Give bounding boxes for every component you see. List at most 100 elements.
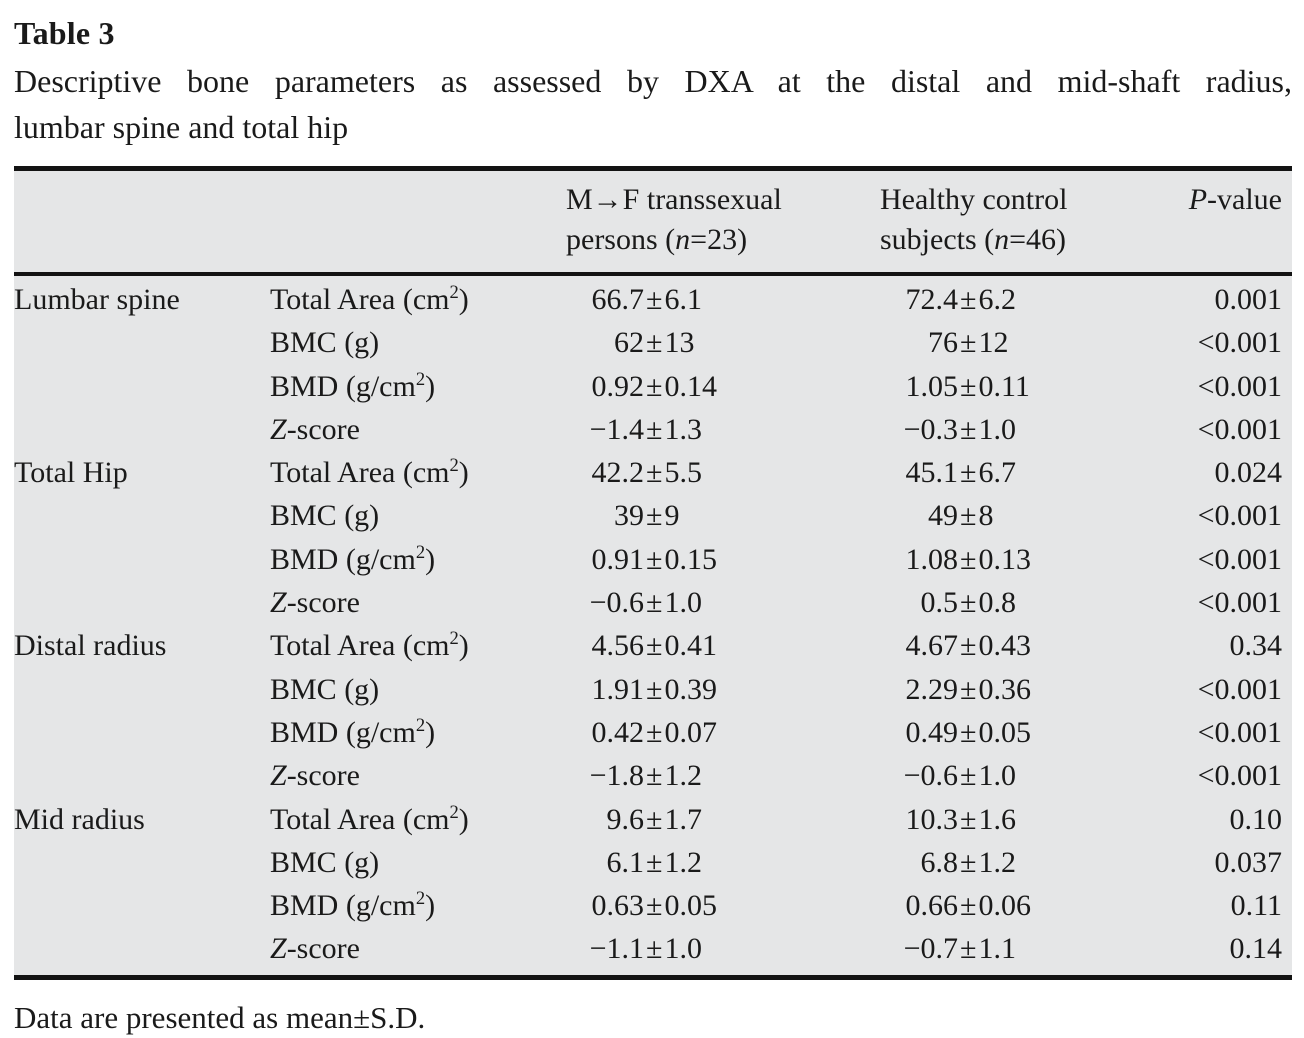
col-header-pvalue: P-value (1188, 183, 1282, 216)
col-header-control-line2: subjects (n=46) (880, 223, 1067, 256)
col-header-transsexual-group: M→F transsexual persons (n=23) (566, 180, 880, 260)
control-value-cell: 6.8 ±1.2 (920, 845, 1016, 879)
transsexual-value-cell: −1.8 ±1.2 (589, 759, 702, 793)
pvalue-cell: <0.001 (1197, 412, 1282, 446)
row-parameter-label: BMC (g) (270, 845, 380, 879)
pvalue-cell: <0.001 (1197, 586, 1282, 620)
table-row: Total Hip Total Area (cm2) 42.2 ±5.5 45.1 ±6.… (14, 451, 1292, 494)
row-parameter-label: Total Area (cm2) (270, 628, 469, 663)
transsexual-value-cell: −0.6 ±1.0 (589, 586, 702, 620)
pvalue-cell: <0.001 (1197, 326, 1282, 360)
row-region-label (14, 841, 270, 884)
row-parameter-label: Z-score (270, 412, 360, 446)
control-value-cell: 45.1 ±6.7 (905, 456, 1016, 490)
transsexual-value-cell: 4.56 ±0.41 (591, 629, 717, 663)
col-header-region-spacer (14, 180, 270, 260)
col-header-control-group: Healthy control subjects (n=46) (880, 180, 1173, 260)
transsexual-value-cell: 0.42 ±0.07 (591, 715, 717, 749)
control-value-cell: 2.29 ±0.36 (905, 672, 1031, 706)
pvalue-cell: 0.34 (1229, 629, 1283, 663)
table-row: Lumbar spine Total Area (cm2) 66.7 ±6.1 72.4… (14, 278, 1292, 321)
caption-line-1: Descriptive bone parameters as assessed … (14, 63, 1292, 99)
transsexual-value-cell: 9.6 ±1.7 (606, 802, 702, 836)
row-parameter-label: BMD (g/cm2) (270, 888, 436, 923)
transsexual-value-cell: −1.1 ±1.0 (589, 932, 702, 966)
row-region-label (14, 538, 270, 581)
control-value-cell: 0.5 ±0.8 (920, 586, 1016, 620)
table-footnote: Data are presented as mean±S.D. (14, 999, 426, 1035)
control-value-cell: 10.3 ±1.6 (905, 802, 1016, 836)
control-value-cell: 4.67 ±0.43 (905, 629, 1031, 663)
transsexual-value-cell: 66.7 ±6.1 (591, 283, 702, 316)
row-region-label (14, 668, 270, 711)
row-region-label (14, 321, 270, 364)
control-value-cell: 0.66 ±0.06 (905, 889, 1031, 923)
row-parameter-label: Total Area (cm2) (270, 801, 469, 836)
pvalue-cell: 0.14 (1229, 932, 1283, 966)
row-region-label (14, 494, 270, 537)
table-body: Lumbar spine Total Area (cm2) 66.7 ±6.1 72.4… (14, 276, 1292, 975)
row-region-label (14, 927, 270, 970)
table-caption: Descriptive bone parameters as assessed … (14, 58, 1292, 150)
table-row: BMC (g) 62 ±13 76 ±12 <0.001 (14, 321, 1292, 364)
table-row: BMD (g/cm2) 0.42 ±0.07 0.49 ±0.05 <0.001 (14, 711, 1292, 754)
table-row: Z-score −0.6 ±1.0 0.5 ±0.8 <0.001 (14, 581, 1292, 624)
pvalue-cell: 0.11 (1230, 889, 1282, 923)
col-header-transsexual-line1: M→F transsexual (566, 183, 782, 216)
transsexual-value-cell: 6.1 ±1.2 (606, 845, 702, 879)
transsexual-value-cell: 62 ±13 (614, 326, 695, 360)
table-row: BMC (g) 6.1 ±1.2 6.8 ±1.2 0.037 (14, 841, 1292, 884)
row-parameter-label: BMD (g/cm2) (270, 714, 436, 749)
pvalue-cell: <0.001 (1197, 672, 1282, 706)
control-value-cell: −0.6 ±1.0 (903, 759, 1016, 793)
table-row: Distal radius Total Area (cm2) 4.56 ±0.41 4.… (14, 624, 1292, 667)
pvalue-cell: <0.001 (1197, 369, 1282, 403)
pvalue-cell: <0.001 (1197, 499, 1282, 533)
control-value-cell: 49 ±8 (928, 499, 994, 533)
dxa-table: M→F transsexual persons (n=23) Healthy c… (14, 166, 1292, 980)
transsexual-value-cell: 42.2 ±5.5 (591, 456, 702, 490)
col-header-transsexual-line2: persons (n=23) (566, 223, 748, 256)
col-header-control-line1: Healthy control (880, 183, 1068, 216)
control-value-cell: 76 ±12 (928, 326, 1009, 360)
transsexual-value-cell: 0.63 ±0.05 (591, 889, 717, 923)
transsexual-value-cell: 1.91 ±0.39 (591, 672, 717, 706)
control-value-cell: 0.49 ±0.05 (905, 715, 1031, 749)
row-region-label: Distal radius (14, 629, 167, 663)
col-header-parameter-spacer (270, 180, 566, 260)
row-region-label: Lumbar spine (14, 283, 180, 316)
table-row: Z-score −1.4 ±1.3 −0.3 ±1.0 <0.001 (14, 408, 1292, 451)
transsexual-value-cell: 39 ±9 (614, 499, 680, 533)
row-region-label (14, 408, 270, 451)
control-value-cell: 1.08 ±0.13 (905, 542, 1031, 576)
control-value-cell: 1.05 ±0.11 (905, 369, 1030, 403)
row-region-label (14, 884, 270, 927)
caption-line-2: lumbar spine and total hip (14, 109, 349, 145)
row-parameter-label: Total Area (cm2) (270, 282, 469, 316)
table-header-row: M→F transsexual persons (n=23) Healthy c… (14, 171, 1292, 276)
table-row: BMD (g/cm2) 0.63 ±0.05 0.66 ±0.06 0.11 (14, 884, 1292, 927)
transsexual-value-cell: −1.4 ±1.3 (589, 412, 702, 446)
table-row: BMC (g) 1.91 ±0.39 2.29 ±0.36 <0.001 (14, 668, 1292, 711)
pvalue-cell: 0.10 (1229, 802, 1283, 836)
transsexual-value-cell: 0.91 ±0.15 (591, 542, 717, 576)
table-row: Z-score −1.8 ±1.2 −0.6 ±1.0 <0.001 (14, 754, 1292, 797)
pvalue-cell: <0.001 (1197, 715, 1282, 749)
pvalue-cell: 0.001 (1214, 283, 1283, 316)
row-region-label: Mid radius (14, 802, 145, 836)
row-parameter-label: Z-score (270, 932, 360, 966)
row-parameter-label: Z-score (270, 586, 360, 620)
row-parameter-label: BMD (g/cm2) (270, 368, 436, 403)
table-row: Mid radius Total Area (cm2) 9.6 ±1.7 10.3 ±1.… (14, 798, 1292, 841)
row-parameter-label: BMC (g) (270, 326, 380, 360)
transsexual-value-cell: 0.92 ±0.14 (591, 369, 717, 403)
table-row: BMC (g) 39 ±9 49 ±8 <0.001 (14, 494, 1292, 537)
row-parameter-label: BMD (g/cm2) (270, 541, 436, 576)
pvalue-cell: 0.024 (1214, 456, 1283, 490)
control-value-cell: 72.4 ±6.2 (905, 283, 1016, 316)
table-title: Table 3 (14, 15, 115, 51)
row-region-label (14, 581, 270, 624)
row-parameter-label: BMC (g) (270, 672, 380, 706)
table-row: BMD (g/cm2) 0.92 ±0.14 1.05 ±0.11 <0.001 (14, 365, 1292, 408)
